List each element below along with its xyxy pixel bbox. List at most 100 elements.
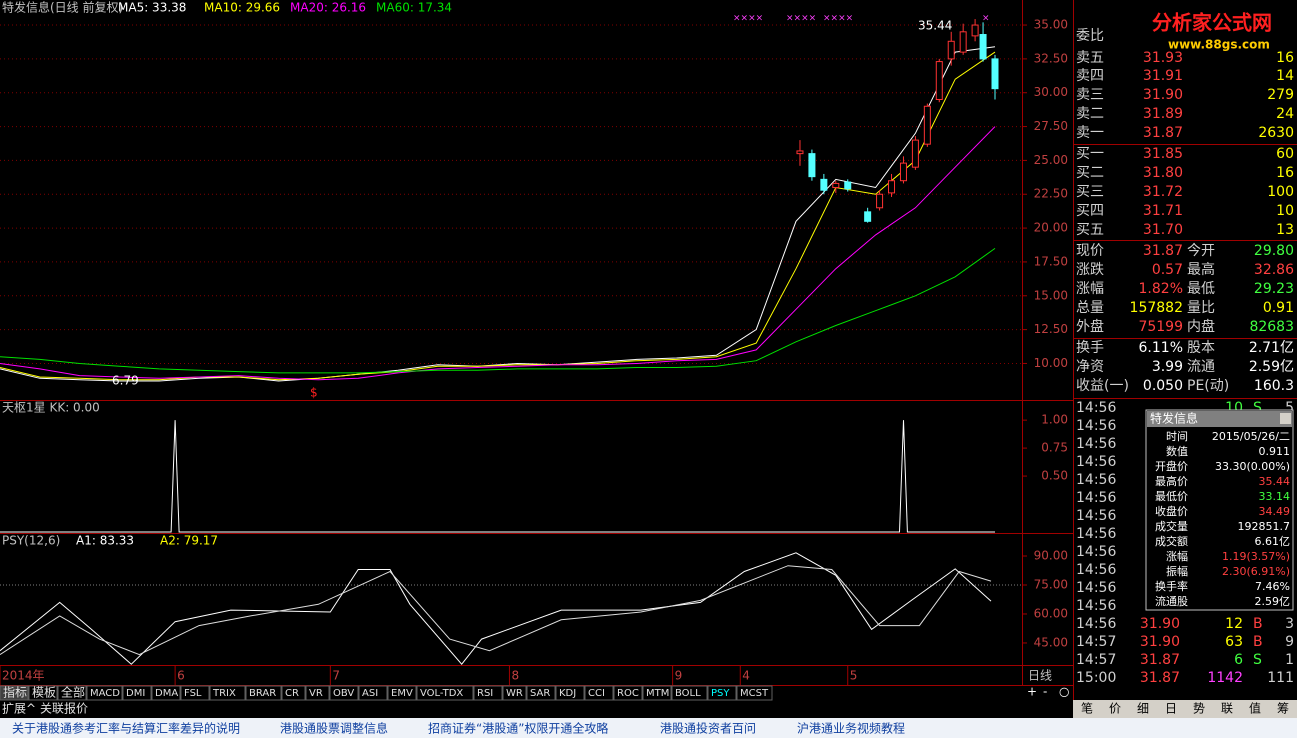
toolbar-tab[interactable] bbox=[245, 685, 282, 701]
side-tab[interactable]: 细 bbox=[1137, 702, 1149, 716]
quote-label: 总量 bbox=[1076, 300, 1104, 316]
quote-value: 1.82% bbox=[1139, 281, 1183, 297]
book-label: 买三 bbox=[1076, 184, 1104, 200]
candle-body bbox=[844, 181, 852, 190]
high-label: 35.44 bbox=[918, 19, 952, 33]
book-price: 31.70 bbox=[1143, 222, 1183, 238]
toolbar-tab[interactable] bbox=[209, 685, 246, 701]
popup-value: 35.44 bbox=[1259, 475, 1291, 488]
news-link[interactable]: 沪港通业务视频教程 bbox=[797, 721, 905, 736]
side-tab[interactable]: 值 bbox=[1249, 701, 1261, 716]
candle-body bbox=[899, 162, 907, 182]
popup-label: 时间 bbox=[1166, 430, 1188, 443]
candle-body bbox=[796, 150, 804, 155]
toolbar-tab[interactable] bbox=[502, 685, 527, 701]
trade-volume: 1142 bbox=[1207, 670, 1243, 686]
side-tab[interactable]: 日 bbox=[1165, 702, 1177, 716]
low-label: 6.79 bbox=[112, 374, 139, 388]
y-tick-label: 27.50 bbox=[1034, 119, 1068, 133]
toolbar-tab[interactable] bbox=[416, 685, 474, 701]
popup-value: 33.14 bbox=[1259, 490, 1291, 503]
toolbar-label: EMV bbox=[391, 688, 413, 699]
book-price: 31.91 bbox=[1143, 68, 1183, 84]
popup-label: 数值 bbox=[1166, 445, 1188, 458]
side-tab[interactable]: 势 bbox=[1193, 702, 1205, 716]
quote-value: 82683 bbox=[1249, 319, 1294, 335]
y-tick-label: 17.50 bbox=[1034, 254, 1068, 268]
popup[interactable] bbox=[1145, 409, 1294, 611]
toolbar-tab[interactable] bbox=[642, 685, 672, 701]
toolbar-tab[interactable] bbox=[584, 685, 614, 701]
candle-body bbox=[991, 58, 999, 90]
trade-time: 14:56 bbox=[1076, 580, 1116, 596]
psy-line bbox=[0, 552, 992, 665]
toolbar-label: CR bbox=[285, 688, 299, 699]
toolbar-tab[interactable] bbox=[736, 685, 773, 701]
toolbar-label: VR bbox=[309, 688, 323, 699]
toolbar-tab[interactable] bbox=[613, 685, 643, 701]
news-link[interactable]: 关于港股通参考汇率与结算汇率差异的说明 bbox=[12, 721, 240, 736]
trade-time: 14:57 bbox=[1076, 634, 1116, 650]
popup-close[interactable] bbox=[1280, 413, 1291, 424]
book-price: 31.89 bbox=[1143, 106, 1183, 122]
trade-count: 9 bbox=[1285, 634, 1294, 650]
tabs-bg bbox=[1073, 700, 1297, 718]
toolbar-tab[interactable] bbox=[86, 685, 123, 701]
toolbar-tab[interactable] bbox=[122, 685, 152, 701]
side-tab[interactable]: 筹 bbox=[1277, 702, 1289, 716]
trade-time: 14:56 bbox=[1076, 526, 1116, 542]
book-price: 31.80 bbox=[1143, 165, 1183, 181]
quote-label: 股本 bbox=[1187, 340, 1215, 356]
news-link[interactable]: 招商证券“港股通”权限开通全攻略 bbox=[428, 721, 608, 736]
toolbar-control: + bbox=[1027, 685, 1037, 699]
toolbar-tab[interactable] bbox=[707, 685, 737, 701]
quote-label: 量比 bbox=[1187, 300, 1215, 316]
side-tab[interactable]: 笔 bbox=[1081, 701, 1093, 716]
popup-value: 2.59亿 bbox=[1255, 595, 1291, 608]
ma-legend: MA60: 17.34 bbox=[376, 1, 452, 15]
quote-value: 2.59亿 bbox=[1249, 359, 1294, 375]
quote-label: 涨幅 bbox=[1076, 281, 1104, 297]
y-tick-label: 30.00 bbox=[1034, 85, 1068, 99]
toolbar-tab[interactable] bbox=[387, 685, 417, 701]
toolbar-tab[interactable] bbox=[671, 685, 708, 701]
toolbar-tab[interactable] bbox=[0, 685, 29, 701]
signal-markers: ×××× bbox=[733, 14, 763, 24]
popup-label: 收盘价 bbox=[1155, 504, 1188, 518]
quote-label: 最低 bbox=[1187, 281, 1215, 297]
side-tab[interactable]: 联 bbox=[1221, 702, 1233, 716]
toolbar-tab[interactable] bbox=[281, 685, 306, 701]
toolbar-label: OBV bbox=[333, 688, 354, 699]
trade-time: 14:56 bbox=[1076, 454, 1116, 470]
trade-volume: 6 bbox=[1234, 652, 1243, 668]
toolbar-tab[interactable] bbox=[305, 685, 330, 701]
side-tab[interactable]: 价 bbox=[1109, 702, 1121, 716]
toolbar-tab[interactable] bbox=[555, 685, 585, 701]
quote-value: 0.050 bbox=[1143, 378, 1183, 394]
toolbar-tab[interactable] bbox=[28, 685, 58, 701]
toolbar-label: MTM bbox=[646, 688, 669, 699]
book-volume: 16 bbox=[1276, 165, 1294, 181]
popup-title: 特发信息 bbox=[1150, 411, 1198, 426]
toolbar-tab[interactable] bbox=[151, 685, 181, 701]
popup-value: 1.19(3.57%) bbox=[1222, 550, 1290, 563]
y-tick-label: 1.00 bbox=[1041, 413, 1068, 427]
toolbar-tab[interactable] bbox=[526, 685, 556, 701]
toolbar-tab[interactable] bbox=[57, 685, 87, 701]
book-volume: 10 bbox=[1276, 203, 1294, 219]
news-link[interactable]: 港股通投资者百问 bbox=[660, 721, 756, 736]
news-link[interactable]: 港股通股票调整信息 bbox=[280, 721, 388, 736]
trade-side: S bbox=[1253, 400, 1262, 416]
book-label: 买一 bbox=[1076, 146, 1104, 162]
toolbar-tab[interactable] bbox=[329, 685, 359, 701]
trade-time: 14:56 bbox=[1076, 508, 1116, 524]
candle-body bbox=[947, 40, 955, 60]
toolbar-tab[interactable] bbox=[180, 685, 210, 701]
toolbar-tab[interactable] bbox=[473, 685, 503, 701]
trade-time: 14:56 bbox=[1076, 544, 1116, 560]
quote-value: 3.99 bbox=[1152, 359, 1183, 375]
book-label: 买五 bbox=[1076, 222, 1104, 238]
trade-time: 14:56 bbox=[1076, 616, 1116, 632]
toolbar-tab[interactable] bbox=[358, 685, 388, 701]
